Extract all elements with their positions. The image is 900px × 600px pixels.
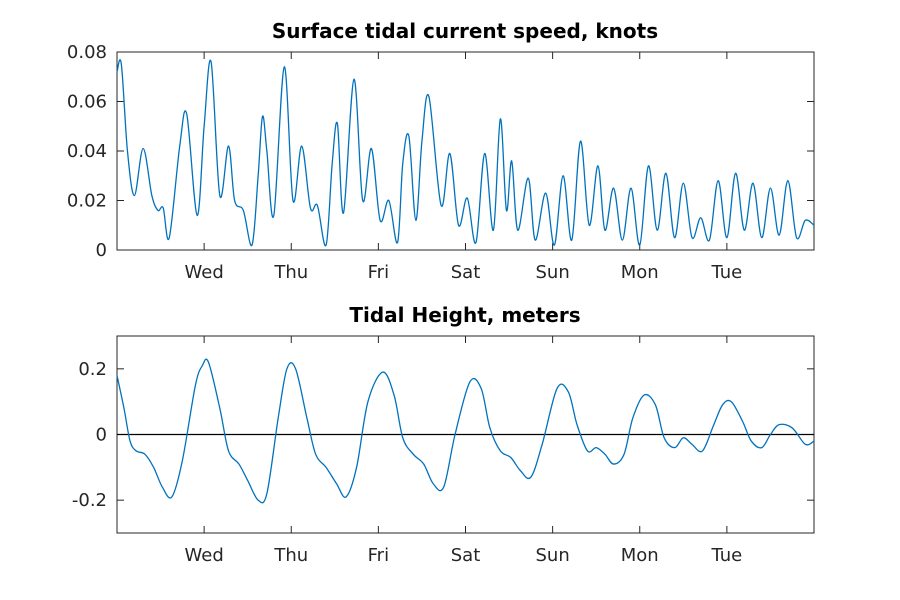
current-speed-chart: Surface tidal current speed, knots Wed Th…: [67, 19, 815, 283]
x-tick-label: Fri: [368, 545, 389, 566]
height-chart-title: Tidal Height, meters: [349, 303, 580, 327]
y-tick-label: 0.04: [67, 141, 107, 162]
x-tick-label: Mon: [621, 262, 659, 283]
y-tick-label: 0: [96, 240, 107, 261]
current-plot-area: [116, 51, 815, 251]
x-tick-label: Mon: [621, 545, 659, 566]
y-tick-label: 0.08: [67, 42, 107, 63]
x-tick-label: Sat: [451, 262, 481, 283]
x-tick-label: Tue: [711, 545, 743, 566]
x-tick-label: Wed: [185, 262, 224, 283]
current-ticks: Wed Thu Fri Sat Sun Mon Tue 0 0.02 0.04 0.06 0.08: [67, 42, 814, 283]
current-marks: [116, 59, 815, 247]
current-series-line: [116, 59, 815, 247]
height-series-line: [116, 358, 815, 504]
x-tick-label: Sat: [451, 545, 481, 566]
y-tick-label: -0.2: [72, 490, 107, 511]
x-tick-label: Sun: [536, 545, 570, 566]
height-ticks: Wed Thu Fri Sat Sun Mon Tue -0.2 0 0.2: [72, 336, 814, 566]
x-tick-label: Wed: [185, 545, 224, 566]
tidal-height-chart: Tidal Height, meters Wed Thu Fri Sat Sun Mon T…: [72, 303, 815, 566]
x-tick-label: Tue: [711, 262, 743, 283]
y-tick-label: 0: [96, 425, 107, 446]
y-tick-label: 0.06: [67, 92, 107, 113]
x-tick-label: Sun: [536, 262, 570, 283]
x-tick-label: Thu: [273, 262, 308, 283]
x-tick-label: Thu: [273, 545, 308, 566]
y-tick-label: 0.2: [78, 359, 107, 380]
current-chart-title: Surface tidal current speed, knots: [272, 19, 658, 43]
height-marks: [116, 358, 815, 504]
y-tick-label: 0.02: [67, 191, 107, 212]
x-tick-label: Fri: [368, 262, 389, 283]
